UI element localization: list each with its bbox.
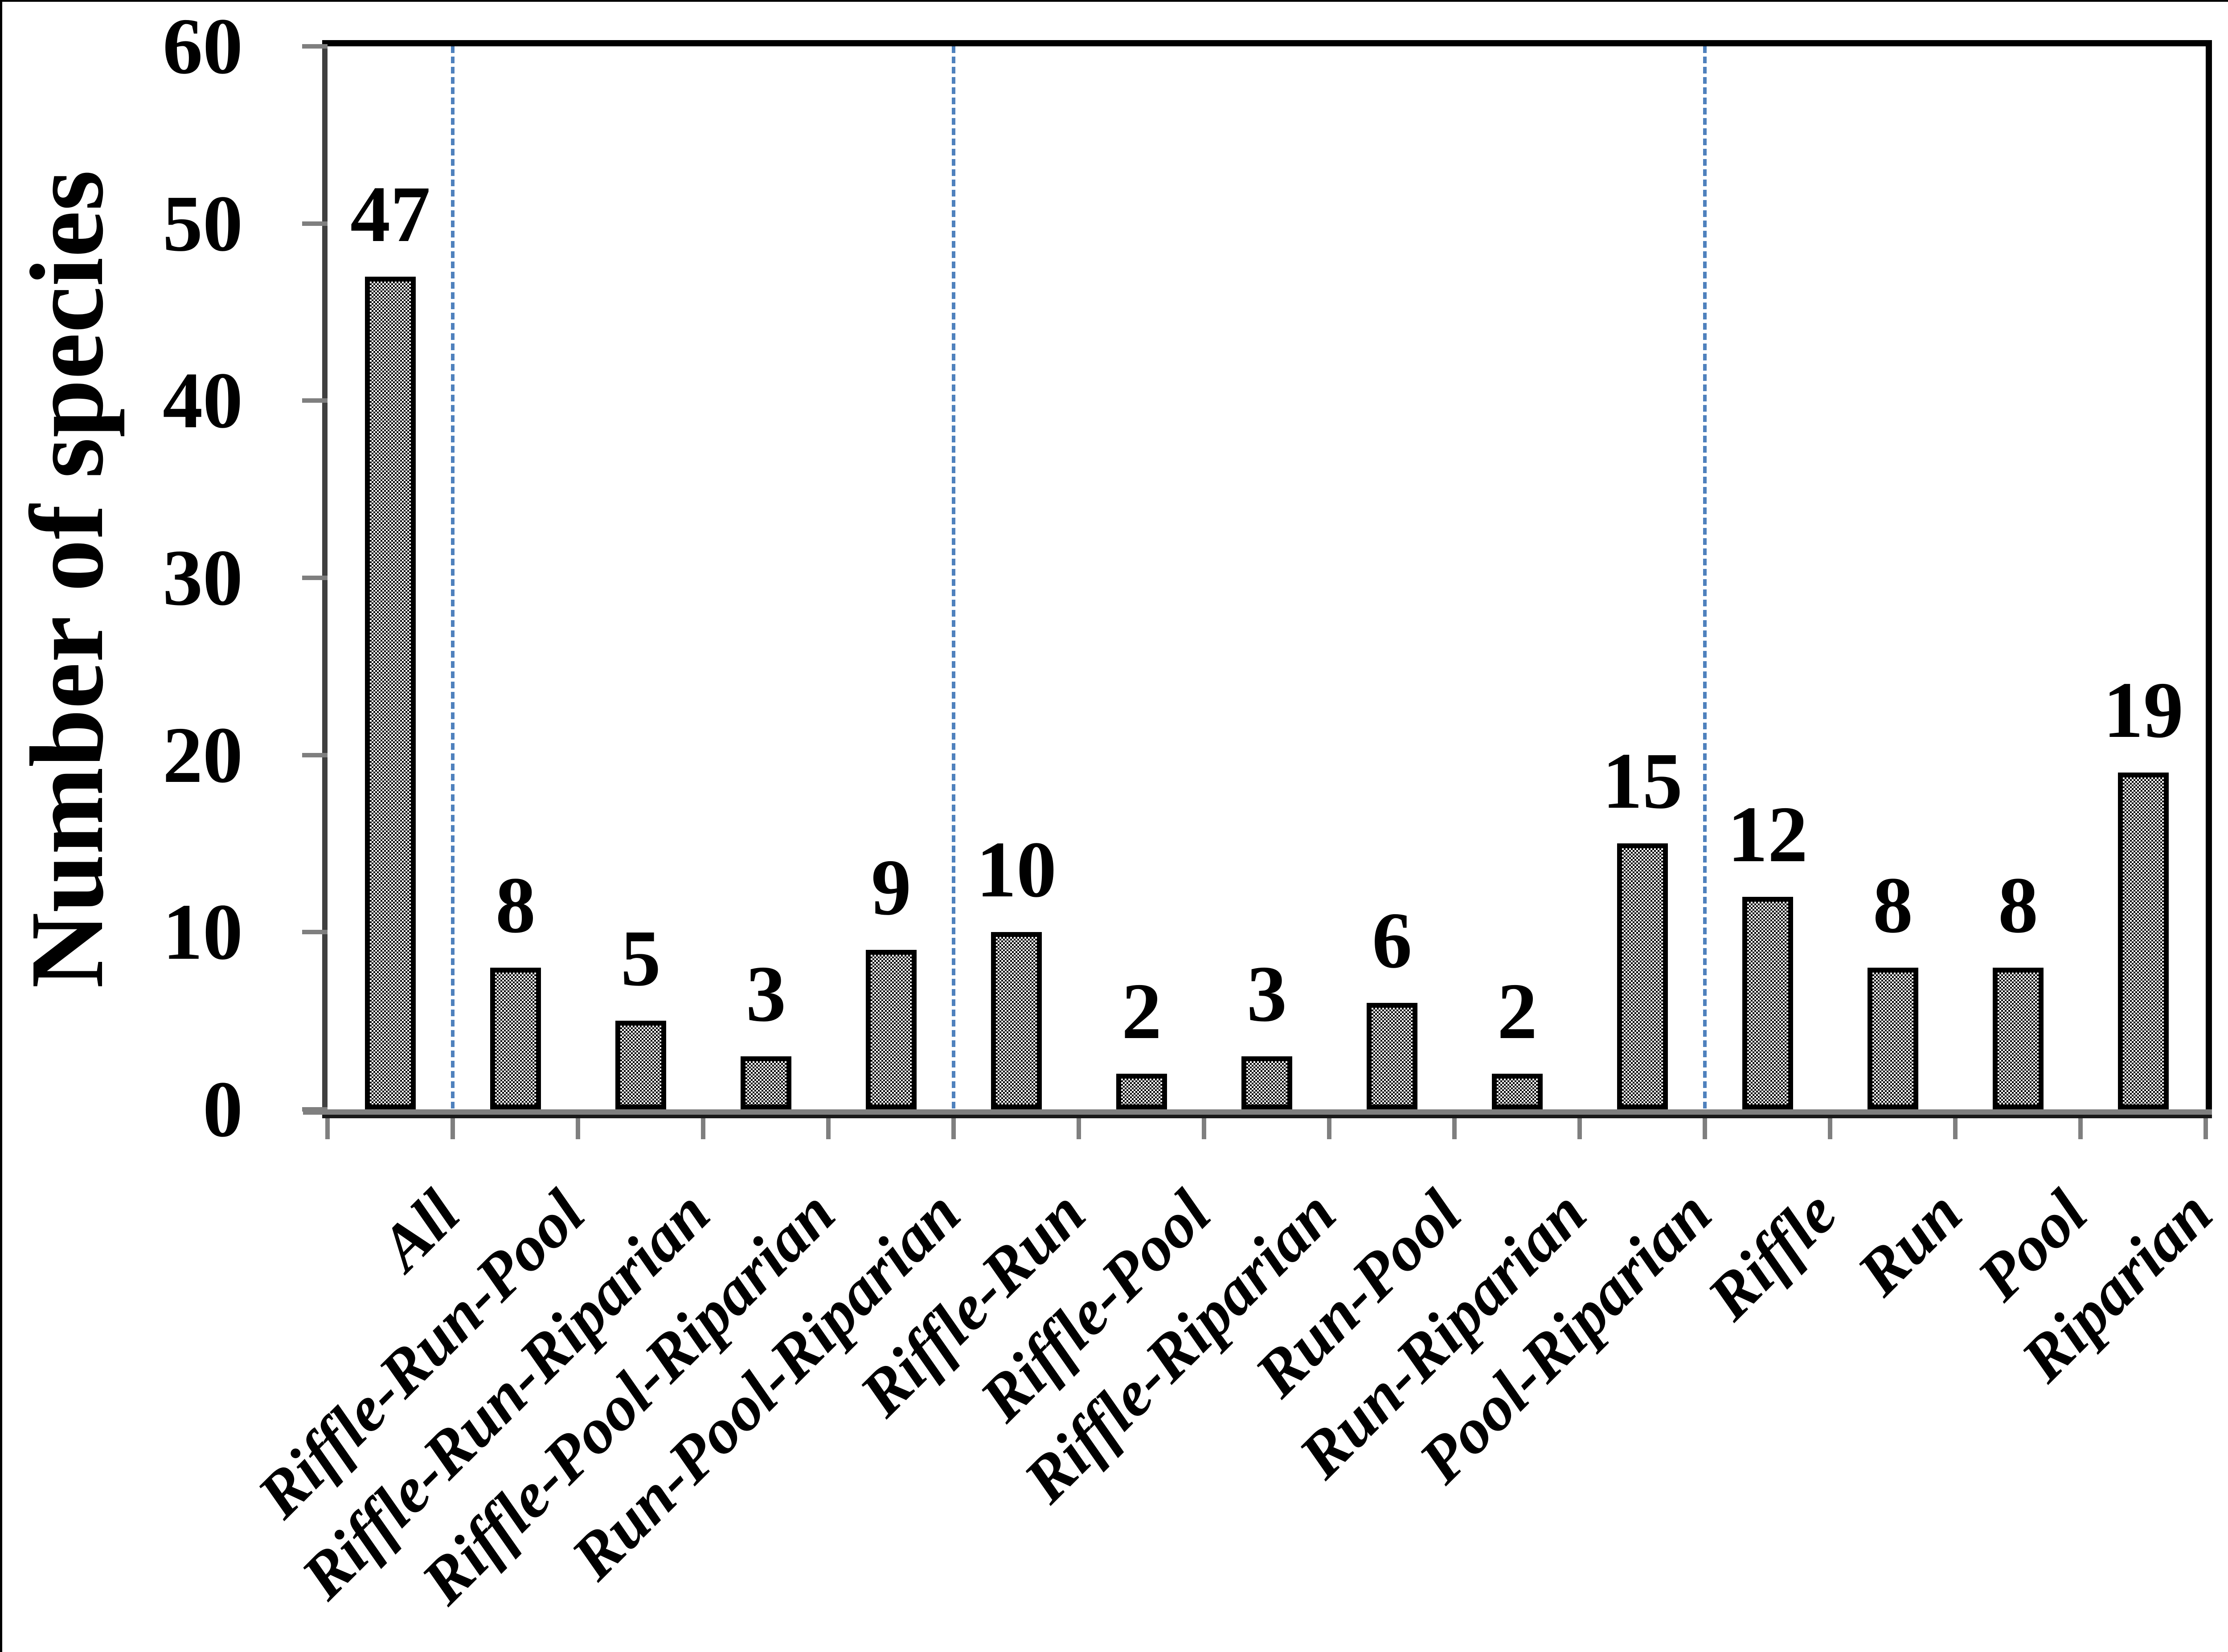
x-tick-mark bbox=[1577, 1115, 1582, 1139]
bar-value-label: 2 bbox=[1497, 967, 1537, 1055]
bar-value-label: 47 bbox=[350, 170, 430, 258]
y-axis-line bbox=[322, 46, 328, 1115]
plot-border-top bbox=[322, 40, 2212, 46]
y-tick-mark bbox=[302, 930, 328, 935]
x-axis-category-label-text: Riffle bbox=[1694, 1177, 1851, 1333]
x-tick-mark bbox=[701, 1115, 705, 1139]
bar-value-label: 10 bbox=[976, 825, 1057, 914]
bar-value-label: 2 bbox=[1122, 967, 1162, 1055]
bar-value-label: 12 bbox=[1728, 790, 1808, 879]
y-tick-label: 40 bbox=[163, 356, 243, 445]
x-tick-mark bbox=[1077, 1115, 1081, 1139]
y-tick-label: 10 bbox=[163, 887, 243, 977]
y-tick-mark bbox=[302, 221, 328, 226]
x-tick-mark bbox=[576, 1115, 580, 1139]
y-tick-mark bbox=[302, 576, 328, 580]
y-tick-mark bbox=[302, 44, 328, 49]
group-separator-line bbox=[1703, 46, 1707, 1109]
bar bbox=[2118, 773, 2169, 1109]
x-axis-line bbox=[303, 1109, 2212, 1115]
y-tick-label: 50 bbox=[163, 179, 243, 268]
bar bbox=[1367, 1003, 1417, 1109]
bar-value-label: 8 bbox=[1998, 861, 2038, 949]
y-tick-label: 60 bbox=[163, 2, 243, 90]
bar-value-label: 3 bbox=[1247, 949, 1287, 1038]
x-axis-shadow-line bbox=[322, 1115, 2212, 1118]
x-tick-mark bbox=[1327, 1115, 1331, 1139]
bar-value-label: 8 bbox=[1873, 861, 1913, 949]
x-tick-mark bbox=[1452, 1115, 1457, 1139]
x-tick-mark bbox=[325, 1115, 330, 1139]
bar-value-label: 3 bbox=[746, 949, 786, 1038]
bar-value-label: 19 bbox=[2103, 666, 2183, 754]
x-tick-mark bbox=[1828, 1115, 1832, 1139]
x-tick-mark bbox=[451, 1115, 455, 1139]
bar-value-label: 8 bbox=[496, 861, 536, 949]
bar bbox=[615, 1021, 666, 1109]
bar bbox=[1617, 843, 1668, 1109]
x-tick-mark bbox=[2078, 1115, 2083, 1139]
bar bbox=[1868, 968, 1918, 1109]
plot-border-right bbox=[2206, 40, 2212, 1115]
x-axis-category-label-text: Run bbox=[1843, 1177, 1976, 1309]
x-tick-mark bbox=[1703, 1115, 1707, 1139]
bar bbox=[1993, 968, 2044, 1109]
figure-frame-top bbox=[0, 0, 2228, 2]
x-tick-mark bbox=[2203, 1115, 2208, 1139]
bar bbox=[1742, 897, 1793, 1109]
bar bbox=[1492, 1074, 1543, 1109]
bar bbox=[365, 277, 416, 1109]
bar bbox=[866, 950, 917, 1109]
bar bbox=[1241, 1056, 1292, 1109]
bar-value-label: 6 bbox=[1372, 896, 1412, 985]
y-tick-label: 0 bbox=[203, 1065, 243, 1153]
bar bbox=[1116, 1074, 1167, 1109]
y-tick-label: 20 bbox=[163, 710, 243, 799]
y-tick-label: 30 bbox=[163, 533, 243, 622]
x-tick-mark bbox=[1953, 1115, 1958, 1139]
bar-value-label: 15 bbox=[1602, 736, 1683, 825]
bar bbox=[991, 932, 1042, 1109]
x-tick-mark bbox=[1202, 1115, 1206, 1139]
bar-value-label: 9 bbox=[871, 843, 911, 932]
bar-value-label: 5 bbox=[621, 914, 661, 1002]
group-separator-line bbox=[451, 46, 455, 1109]
group-separator-line bbox=[952, 46, 955, 1109]
x-tick-mark bbox=[826, 1115, 831, 1139]
x-tick-mark bbox=[951, 1115, 956, 1139]
y-tick-mark bbox=[302, 398, 328, 403]
y-tick-mark bbox=[302, 752, 328, 757]
figure-frame-left bbox=[0, 0, 2, 1652]
bar bbox=[741, 1056, 791, 1109]
bar bbox=[490, 968, 541, 1109]
